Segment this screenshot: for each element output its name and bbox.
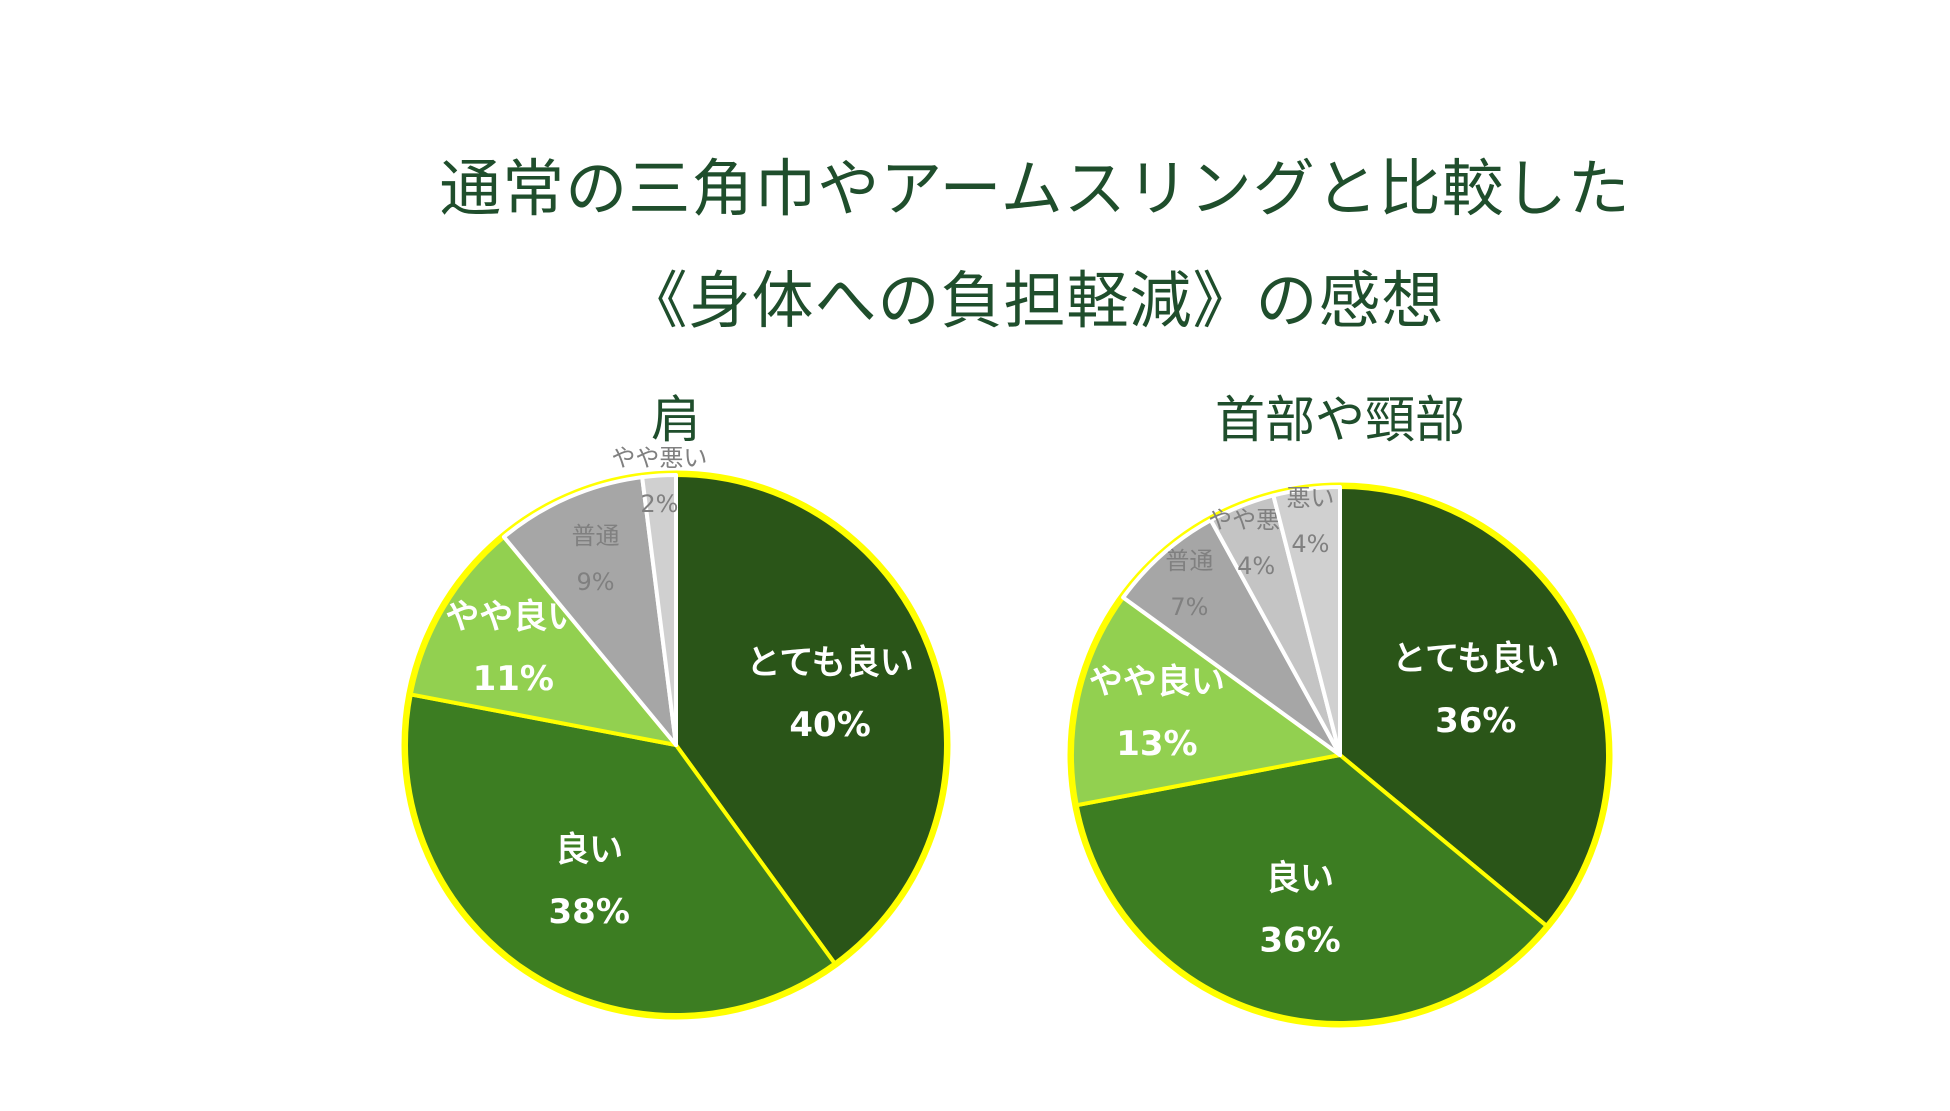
slice-label: 普通 <box>1165 547 1213 575</box>
pie-slice <box>408 534 678 747</box>
slice-value: 4% <box>1237 552 1275 580</box>
slice-label: やや悪い <box>611 444 707 472</box>
pie-slice <box>640 473 678 747</box>
slice-value: 7% <box>1170 593 1208 621</box>
slice-label: やや良い <box>1089 662 1225 702</box>
slice-value: 4% <box>1291 530 1329 558</box>
slice-value: 13% <box>1116 724 1197 764</box>
pie-slice <box>1070 595 1342 808</box>
chart-title: 肩 <box>651 391 701 449</box>
slice-value: 38% <box>549 892 630 932</box>
chart-title: 首部や頸部 <box>1215 391 1465 449</box>
slice-value: 11% <box>473 659 554 699</box>
slice-label: 良い <box>555 830 623 870</box>
main-title-line-1: 通常の三角巾やアームスリングと比較した <box>439 152 1631 225</box>
slice-label: 悪い <box>1286 484 1334 512</box>
pie-slice <box>674 473 948 966</box>
slice-label: とても良い <box>1392 639 1559 679</box>
main-title-line-2: 《身体への負担軽減》の感想 <box>625 264 1445 337</box>
slice-label: 良い <box>1266 859 1334 899</box>
slice-value: 36% <box>1259 921 1340 961</box>
pie-slice <box>1338 485 1610 928</box>
slice-label: 普通 <box>572 522 620 550</box>
pie-slice <box>404 692 837 1017</box>
pie-slice <box>1271 485 1342 757</box>
slice-value: 40% <box>789 705 870 745</box>
pie-slice <box>501 475 678 747</box>
slice-value: 36% <box>1435 701 1516 741</box>
slice-label: とても良い <box>746 643 913 683</box>
pie-slice <box>1121 518 1342 757</box>
slice-value: 2% <box>640 490 678 518</box>
pie-slice <box>1074 753 1549 1025</box>
slice-value: 9% <box>577 568 615 596</box>
